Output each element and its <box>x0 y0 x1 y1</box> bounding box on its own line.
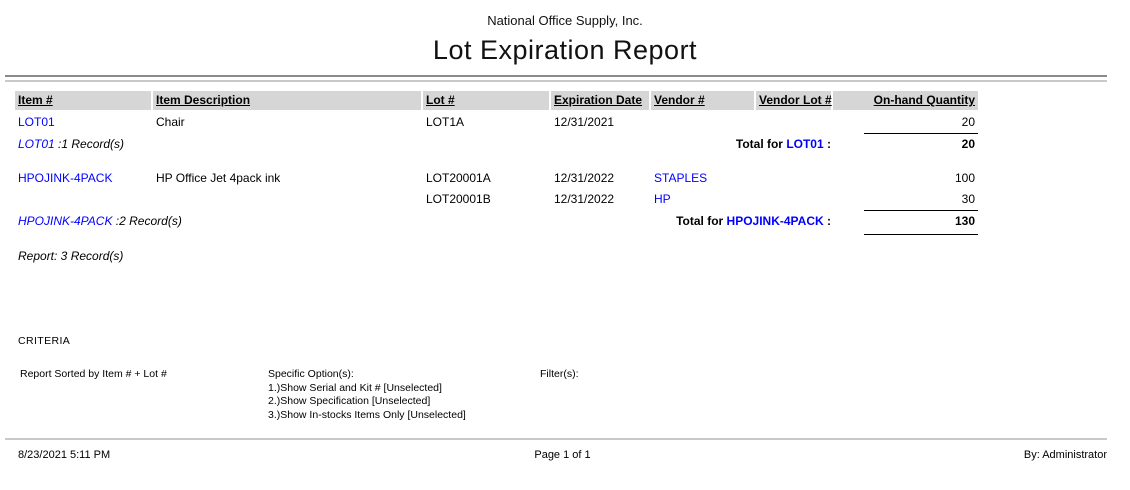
total-colon: : <box>823 137 831 151</box>
col-header-vendor-lot: Vendor Lot # <box>756 91 832 110</box>
group-record-text: :1 Record(s) <box>54 137 125 151</box>
page-footer: 8/23/2021 5:11 PM Page 1 of 1 By: Admini… <box>5 438 1107 461</box>
report-record-count: Report: 3 Record(s) <box>18 249 124 263</box>
group-record-count: HPOJINK-4PACK :2 Record(s) <box>15 210 182 228</box>
group-total-label: Total for HPOJINK-4PACK : <box>676 210 831 228</box>
footer-divider <box>5 438 1107 440</box>
report-header: National Office Supply, Inc. Lot Expirat… <box>0 0 1130 66</box>
report-title: Lot Expiration Report <box>432 35 698 65</box>
total-for-text: Total for <box>735 137 787 151</box>
company-name: National Office Supply, Inc. <box>487 13 643 28</box>
group-total-label: Total for LOT01 : <box>736 133 831 151</box>
item-description: Chair <box>156 115 185 129</box>
group-footer: HPOJINK-4PACK :2 Record(s) Total for HPO… <box>15 210 978 235</box>
criteria-filters-label: Filter(s): <box>540 368 579 380</box>
item-description: HP Office Jet 4pack ink <box>156 171 281 185</box>
expiration-date: 12/31/2022 <box>554 171 615 185</box>
col-header-expiration: Expiration Date <box>551 91 649 110</box>
criteria-heading: CRITERIA <box>18 335 71 347</box>
item-description <box>153 187 421 208</box>
criteria-options: Specific Option(s): 1.)Show Serial and K… <box>268 368 540 422</box>
on-hand-qty: 20 <box>961 115 975 129</box>
criteria-section: CRITERIA Report Sorted by Item # + Lot #… <box>18 335 1130 422</box>
vendor-lot <box>756 187 831 208</box>
lot-expiration-table: Item # Item Description Lot # Expiration… <box>15 91 978 263</box>
header-divider <box>5 75 1107 82</box>
expiration-date: 12/31/2022 <box>554 192 615 206</box>
criteria-options-label: Specific Option(s): <box>268 368 354 380</box>
on-hand-qty: 100 <box>954 171 975 185</box>
footer-datetime: 8/23/2021 5:11 PM <box>18 449 111 461</box>
footer-user: By: Administrator <box>1023 449 1107 461</box>
col-header-vendor: Vendor # <box>651 91 754 110</box>
criteria-option: 2.)Show Specification [Unselected] <box>268 395 431 407</box>
item-link <box>15 187 151 208</box>
criteria-sorted-by: Report Sorted by Item # + Lot # <box>20 368 167 380</box>
vendor-lot <box>756 166 831 187</box>
vendor-link[interactable]: HP <box>654 192 671 206</box>
vendor-link[interactable]: STAPLES <box>654 171 708 185</box>
total-item-name: HPOJINK-4PACK <box>726 214 824 228</box>
on-hand-qty: 30 <box>961 192 975 206</box>
lot-number: LOT1A <box>426 115 465 129</box>
criteria-option: 1.)Show Serial and Kit # [Unselected] <box>268 381 442 394</box>
total-item-name: LOT01 <box>786 137 824 151</box>
item-group-lot01: LOT01 Chair LOT1A 12/31/2021 20 LOT01 :1… <box>15 110 978 151</box>
group-record-count: LOT01 :1 Record(s) <box>15 133 124 151</box>
col-header-item: Item # <box>15 91 151 110</box>
vendor-link <box>651 110 754 131</box>
group-record-text: :2 Record(s) <box>112 214 182 228</box>
group-total-value: 130 <box>864 210 978 235</box>
col-header-description: Item Description <box>153 91 421 110</box>
item-link[interactable]: HPOJINK-4PACK <box>18 171 113 185</box>
table-header-row: Item # Item Description Lot # Expiration… <box>15 91 978 110</box>
lot-number: LOT20001A <box>426 171 491 185</box>
expiration-date: 12/31/2021 <box>554 115 615 129</box>
footer-page-number: Page 1 of 1 <box>534 449 591 461</box>
group-item-name: LOT01 <box>18 137 55 151</box>
group-item-name: HPOJINK-4PACK <box>18 214 113 228</box>
table-row: LOT01 Chair LOT1A 12/31/2021 20 <box>15 110 978 131</box>
col-header-lot: Lot # <box>423 91 549 110</box>
criteria-option: 3.)Show In-stocks Items Only [Unselected… <box>268 408 466 421</box>
col-header-qty: On-hand Quantity <box>833 91 978 110</box>
item-link[interactable]: LOT01 <box>18 115 55 129</box>
total-for-text: Total for <box>676 214 727 228</box>
vendor-lot <box>756 110 831 131</box>
item-group-hpojink: HPOJINK-4PACK HP Office Jet 4pack ink LO… <box>15 166 978 235</box>
table-row: HPOJINK-4PACK HP Office Jet 4pack ink LO… <box>15 166 978 187</box>
table-row: LOT20001B 12/31/2022 HP 30 <box>15 187 978 208</box>
group-total-value: 20 <box>864 133 978 151</box>
lot-number: LOT20001B <box>426 192 491 206</box>
total-colon: : <box>823 214 831 228</box>
group-footer: LOT01 :1 Record(s) Total for LOT01 : 20 <box>15 133 978 151</box>
